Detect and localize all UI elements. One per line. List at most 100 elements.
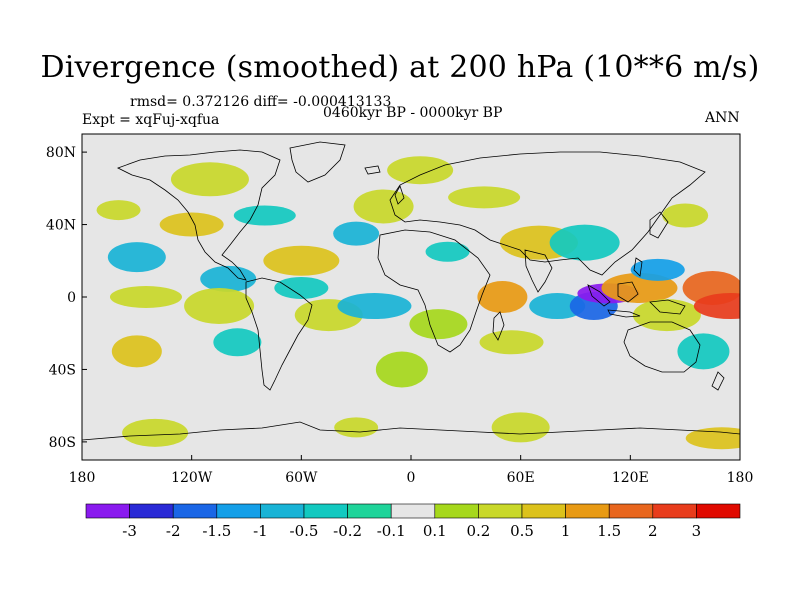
colorbar-swatch: [521, 503, 566, 519]
coastline-australia: [623, 321, 701, 373]
field-feature: [491, 412, 550, 443]
x-tick-label: 0: [407, 470, 416, 486]
colorbar-swatch: [478, 503, 523, 519]
field-feature: [549, 224, 620, 261]
coastline-new-zealand: [711, 371, 725, 391]
colorbar-swatch: [260, 503, 305, 519]
experiment-label: Expt = xqFuj-xqfua: [82, 112, 220, 128]
season-label: ANN: [705, 110, 740, 126]
field-feature: [263, 245, 340, 276]
x-tick-label: 120E: [612, 470, 649, 486]
x-tick-label: 60E: [507, 470, 535, 486]
colorbar-swatch: [85, 503, 130, 519]
coastline-philippines: [633, 257, 643, 277]
field-feature: [334, 417, 379, 438]
coastline-uk: [394, 185, 405, 205]
colorbar-swatch: [172, 503, 218, 519]
field-feature: [213, 328, 262, 357]
field-feature: [677, 333, 730, 370]
x-tick-label: 120W: [171, 470, 213, 486]
y-tick-label: 0: [67, 290, 76, 306]
colorbar-label: 2: [648, 522, 658, 540]
field-feature: [274, 276, 329, 299]
colorbar-swatch: [434, 503, 479, 519]
field-feature: [200, 265, 257, 292]
colorbar-label: 0.5: [510, 522, 534, 540]
coastline-sumatra: [587, 284, 611, 307]
y-tick-label: 40N: [46, 218, 76, 234]
x-axis: 180 120W 60W 0 60E 120E 180: [69, 455, 754, 486]
field-feature: [184, 288, 255, 325]
y-tick-label: 80S: [49, 435, 76, 451]
field-feature: [353, 189, 414, 224]
field-contours: [96, 156, 740, 450]
field-feature: [529, 293, 586, 320]
coastline-java: [607, 309, 641, 318]
coastlines: [82, 141, 740, 441]
field-feature: [662, 203, 709, 228]
field-feature: [448, 186, 521, 209]
coastline-new-guinea: [649, 299, 686, 315]
coastline-antarctica: [82, 421, 740, 441]
field-feature: [122, 418, 189, 447]
coastline-greenland: [289, 141, 346, 183]
colorbar-label: -2: [166, 522, 181, 540]
period-label: 0460kyr BP - 0000kyr BP: [323, 105, 503, 121]
colorbar-label: -0.2: [333, 522, 362, 540]
colorbar-swatch: [216, 503, 261, 519]
field-feature: [632, 299, 701, 332]
coastline-japan: [649, 211, 669, 239]
field-feature: [233, 205, 296, 226]
x-tick-label: 180: [69, 470, 96, 486]
field-feature: [109, 286, 182, 308]
field-feature: [159, 212, 224, 237]
colorbar-label: 1: [561, 522, 571, 540]
colorbar-label: 3: [692, 522, 702, 540]
field-feature: [337, 293, 412, 320]
field-feature: [693, 293, 740, 320]
y-tick-label: 80N: [46, 145, 76, 161]
field-feature: [387, 156, 454, 185]
field-feature: [170, 162, 249, 197]
coastline-north-america: [116, 149, 281, 281]
field-feature: [333, 221, 380, 246]
colorbar-label: -3: [122, 522, 137, 540]
y-axis: 80N 40N 0 40S 80S: [46, 145, 87, 451]
field-feature: [111, 335, 162, 368]
field-feature: [479, 330, 544, 355]
coastline-africa: [377, 229, 491, 353]
colorbar-swatch: [129, 503, 174, 519]
colorbar-swatch: [347, 503, 392, 519]
field-feature: [477, 281, 528, 313]
coastline-iceland: [364, 165, 381, 175]
y-tick-label: 40S: [49, 362, 76, 378]
chart-title: Divergence (smoothed) at 200 hPa (10**6 …: [40, 50, 760, 85]
field-feature: [630, 258, 685, 281]
coastline-madagascar: [492, 311, 505, 341]
coastline-india: [524, 249, 553, 293]
coastline-eurasia: [389, 151, 706, 276]
stats-text: rmsd= 0.372126 diff= -0.000413133: [130, 94, 392, 110]
colorbar-swatch: [608, 503, 654, 519]
field-feature: [375, 351, 428, 388]
colorbar-label: -1.5: [202, 522, 231, 540]
colorbar-label: -0.1: [377, 522, 406, 540]
field-feature: [107, 242, 166, 273]
field-feature: [425, 241, 470, 262]
colorbar-swatch: [390, 503, 436, 519]
colorbar-swatch: [565, 503, 610, 519]
colorbar-swatch: [303, 503, 348, 519]
coastline-south-america: [245, 277, 313, 391]
field-feature: [96, 200, 141, 221]
colorbar-label: -0.5: [290, 522, 319, 540]
field-feature: [409, 309, 468, 340]
coastline-borneo: [617, 281, 639, 303]
colorbar: -3 -2 -1.5 -1 -0.5 -0.2 -0.1 0.1 0.2 0.5 1 1.5 2 3: [85, 503, 741, 540]
colorbar-swatch: [696, 503, 741, 519]
x-tick-label: 180: [727, 470, 754, 486]
colorbar-swatch: [652, 503, 697, 519]
colorbar-label: 1.5: [597, 522, 621, 540]
colorbar-label: -1: [253, 522, 268, 540]
colorbar-label: 0.1: [423, 522, 447, 540]
